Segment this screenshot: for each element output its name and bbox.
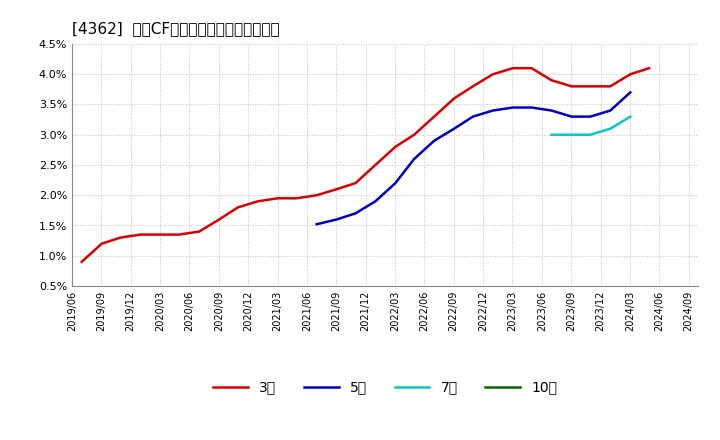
3年 (195, 229, 204, 234)
3年 (586, 84, 595, 89)
7年 (567, 132, 576, 137)
Line: 7年: 7年 (552, 117, 630, 135)
5年 (312, 222, 321, 227)
5年 (626, 90, 634, 95)
Text: [4362]  営業CFマージンの標準偏差の推移: [4362] 営業CFマージンの標準偏差の推移 (72, 21, 279, 36)
3年 (351, 180, 360, 186)
3年 (175, 232, 184, 237)
Line: 5年: 5年 (317, 92, 630, 224)
5年 (430, 138, 438, 143)
5年 (606, 108, 615, 113)
3年 (274, 196, 282, 201)
7年 (626, 114, 634, 119)
3年 (136, 232, 145, 237)
5年 (547, 108, 556, 113)
Line: 3年: 3年 (82, 68, 649, 262)
3年 (606, 84, 615, 89)
3年 (78, 259, 86, 264)
3年 (215, 217, 223, 222)
3年 (371, 162, 379, 168)
3年 (97, 241, 106, 246)
5年 (567, 114, 576, 119)
5年 (450, 126, 459, 131)
7年 (547, 132, 556, 137)
5年 (527, 105, 536, 110)
3年 (430, 114, 438, 119)
3年 (644, 66, 653, 71)
5年 (586, 114, 595, 119)
3年 (469, 84, 477, 89)
3年 (312, 193, 321, 198)
5年 (371, 198, 379, 204)
3年 (410, 132, 418, 137)
3年 (156, 232, 165, 237)
3年 (234, 205, 243, 210)
Legend: 3年, 5年, 7年, 10年: 3年, 5年, 7年, 10年 (207, 375, 563, 400)
5年 (489, 108, 498, 113)
3年 (292, 196, 301, 201)
5年 (351, 211, 360, 216)
3年 (333, 187, 341, 192)
3年 (489, 72, 498, 77)
5年 (508, 105, 517, 110)
5年 (410, 156, 418, 161)
5年 (333, 217, 341, 222)
3年 (567, 84, 576, 89)
3年 (626, 72, 634, 77)
5年 (469, 114, 477, 119)
3年 (391, 144, 400, 150)
3年 (527, 66, 536, 71)
3年 (547, 77, 556, 83)
5年 (391, 180, 400, 186)
3年 (508, 66, 517, 71)
7年 (606, 126, 615, 131)
3年 (450, 96, 459, 101)
3年 (116, 235, 125, 240)
3年 (253, 198, 262, 204)
7年 (586, 132, 595, 137)
